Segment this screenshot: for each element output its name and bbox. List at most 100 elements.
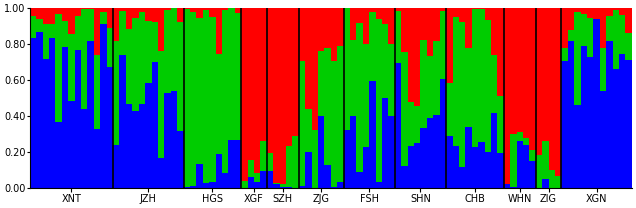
Bar — [491, 8, 497, 55]
Bar — [414, 142, 420, 188]
Bar — [286, 187, 293, 188]
Bar — [401, 52, 408, 166]
Bar — [433, 115, 439, 188]
Bar — [542, 8, 549, 141]
Bar — [30, 8, 36, 16]
Bar — [74, 50, 81, 188]
Bar — [523, 138, 529, 145]
Bar — [395, 8, 401, 11]
Bar — [247, 8, 254, 160]
Bar — [247, 177, 254, 188]
Bar — [209, 182, 216, 188]
Bar — [81, 9, 88, 109]
Bar — [88, 8, 94, 9]
Bar — [510, 134, 516, 187]
Bar — [331, 8, 337, 61]
Bar — [370, 80, 376, 188]
Bar — [190, 186, 197, 188]
Bar — [68, 34, 74, 102]
Bar — [139, 12, 145, 104]
Bar — [305, 152, 312, 188]
Bar — [222, 8, 228, 10]
Bar — [55, 14, 62, 122]
Bar — [562, 8, 568, 48]
Bar — [472, 147, 478, 188]
Bar — [190, 8, 197, 12]
Bar — [184, 9, 190, 187]
Bar — [247, 160, 254, 177]
Bar — [612, 8, 619, 10]
Bar — [472, 9, 478, 147]
Bar — [151, 62, 158, 188]
Bar — [209, 17, 216, 182]
Bar — [222, 173, 228, 188]
Bar — [439, 8, 446, 11]
Bar — [43, 24, 49, 59]
Bar — [203, 10, 209, 183]
Bar — [606, 41, 612, 188]
Bar — [343, 130, 350, 188]
Bar — [395, 63, 401, 188]
Bar — [382, 24, 389, 98]
Bar — [120, 11, 126, 55]
Bar — [254, 182, 260, 188]
Bar — [305, 8, 312, 109]
Bar — [197, 164, 203, 188]
Bar — [542, 179, 549, 188]
Bar — [139, 104, 145, 188]
Bar — [420, 40, 427, 128]
Bar — [280, 184, 286, 187]
Bar — [581, 47, 587, 188]
Bar — [43, 8, 49, 24]
Bar — [203, 8, 209, 10]
Bar — [606, 8, 612, 16]
Bar — [606, 16, 612, 41]
Bar — [299, 186, 305, 188]
Bar — [408, 8, 414, 102]
Bar — [466, 48, 472, 127]
Bar — [216, 8, 222, 54]
Bar — [132, 8, 139, 18]
Bar — [62, 8, 68, 21]
Bar — [184, 187, 190, 188]
Bar — [478, 142, 485, 188]
Bar — [376, 182, 382, 188]
Bar — [446, 83, 453, 136]
Bar — [273, 184, 280, 188]
Bar — [408, 146, 414, 188]
Bar — [574, 105, 581, 188]
Bar — [228, 9, 235, 140]
Bar — [625, 60, 632, 188]
Bar — [581, 14, 587, 47]
Bar — [529, 161, 536, 188]
Bar — [273, 8, 280, 183]
Bar — [453, 8, 459, 17]
Bar — [139, 8, 145, 12]
Bar — [299, 8, 305, 61]
Bar — [625, 33, 632, 60]
Bar — [145, 83, 151, 188]
Bar — [235, 13, 241, 140]
Bar — [100, 12, 107, 24]
Bar — [145, 8, 151, 21]
Bar — [401, 166, 408, 188]
Bar — [485, 152, 491, 188]
Bar — [254, 8, 260, 173]
Bar — [177, 131, 184, 188]
Bar — [312, 130, 318, 188]
Bar — [126, 8, 132, 29]
Bar — [318, 8, 324, 51]
Bar — [299, 61, 305, 186]
Bar — [94, 55, 100, 129]
Bar — [286, 146, 293, 187]
Bar — [529, 150, 536, 161]
Bar — [472, 8, 478, 9]
Bar — [581, 8, 587, 14]
Bar — [36, 19, 43, 31]
Bar — [420, 8, 427, 40]
Bar — [266, 171, 273, 188]
Bar — [549, 170, 555, 188]
Bar — [612, 10, 619, 69]
Bar — [203, 183, 209, 188]
Bar — [68, 102, 74, 188]
